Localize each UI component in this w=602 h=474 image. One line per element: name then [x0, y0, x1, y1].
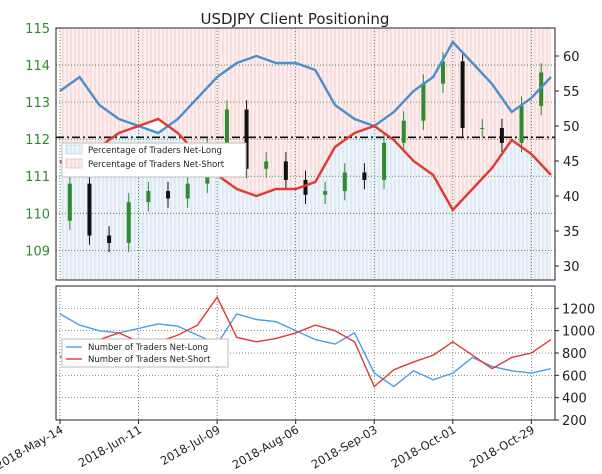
price-candle-body [499, 128, 504, 143]
bottom-legend-label: Number of Traders Net-Long [88, 343, 208, 353]
bottom-tick-label: 600 [562, 369, 587, 384]
x-tick-label: 2018-May-14 [0, 422, 65, 472]
top-legend-box [61, 142, 247, 178]
price-candle-body [166, 191, 171, 199]
price-candle-body [460, 61, 465, 129]
price-candle-body [264, 161, 269, 169]
bottom-legend-label: Number of Traders Net-Short [88, 355, 211, 365]
price-candle-body [342, 172, 347, 192]
price-candle-body [107, 235, 112, 243]
price-tick-label: 114 [25, 59, 50, 74]
price-candle-body [303, 179, 308, 195]
x-tick-label: 2018-Oct-01 [389, 422, 459, 470]
sentiment-tick-label: 55 [563, 85, 580, 100]
bottom-tick-label: 1200 [562, 302, 595, 317]
x-tick-label: 2018-Oct-29 [467, 422, 537, 470]
x-tick-label: 2018-Jul-09 [158, 422, 223, 467]
bottom-panel-frame [55, 285, 556, 421]
price-tick-label: 109 [25, 244, 50, 259]
price-candle-body [67, 183, 72, 221]
price-candle-body [224, 109, 229, 147]
price-candle-body [362, 172, 367, 180]
bottom-tick-label: 1000 [562, 325, 595, 340]
sentiment-tick-label: 35 [563, 225, 580, 240]
price-candle-body [519, 105, 524, 143]
net-long-percentage-line [59, 39, 552, 135]
top-legend-label: Percentage of Traders Net-Short [88, 160, 225, 170]
x-tick-label: 2018-Jun-11 [76, 422, 144, 470]
price-candle-body [87, 183, 92, 236]
price-tick-label: 115 [25, 22, 50, 37]
sentiment-tick-label: 50 [563, 120, 580, 135]
top-legend-swatch [65, 144, 83, 155]
bottom-tick-label: 400 [562, 392, 587, 407]
top-panel: 109 110 111 112 113 114 115 30 35 40 45 50 55 60 Perce… [25, 22, 580, 281]
price-candle-body [382, 142, 387, 180]
price-tick-label: 113 [25, 96, 50, 111]
sentiment-tick-label: 60 [563, 50, 580, 65]
top-panel-frame [55, 27, 556, 281]
price-candle-body [440, 61, 445, 84]
top-legend-label: Percentage of Traders Net-Long [88, 146, 222, 156]
sentiment-tick-label: 40 [563, 190, 580, 205]
price-candle-body [401, 120, 406, 143]
bottom-legend: Number of Traders Net-Long Number of Trad… [61, 338, 229, 368]
bottom-tick-label: 200 [562, 414, 587, 429]
price-tick-label: 110 [25, 207, 50, 222]
price-tick-label: 112 [25, 133, 50, 148]
price-candle-body [126, 202, 131, 243]
price-candle-body [283, 161, 288, 180]
price-candle-body [146, 191, 151, 203]
top-legend-swatch [65, 158, 83, 169]
chart-title: USDJPY Client Positioning [201, 10, 390, 28]
top-legend: Percentage of Traders Net-Long Percentage… [61, 142, 247, 178]
price-tick-label: 111 [25, 170, 50, 185]
x-tick-label: 2018-Aug-06 [230, 422, 301, 471]
sentiment-tick-label: 45 [563, 155, 580, 170]
x-tick-label: 2018-Sep-03 [309, 422, 380, 471]
bottom-panel: 200 400 600 800 1000 1200 Number of Traders Ne… [55, 285, 595, 429]
bottom-tick-label: 800 [562, 347, 587, 362]
sentiment-tick-label: 30 [563, 260, 580, 275]
net-short-percentage-line [59, 117, 552, 213]
price-candle-body [480, 128, 485, 130]
price-candle-body [323, 191, 328, 195]
net-short-area [60, 28, 551, 210]
net-long-count-line [59, 313, 552, 388]
x-axis: 2018-May-14 2018-Jun-11 2018-Jul-09 2018-Au… [0, 420, 537, 472]
price-candle-body [185, 183, 190, 199]
price-candle-body [244, 109, 249, 169]
bottom-legend-box [61, 338, 229, 368]
price-candle-body [421, 83, 426, 121]
